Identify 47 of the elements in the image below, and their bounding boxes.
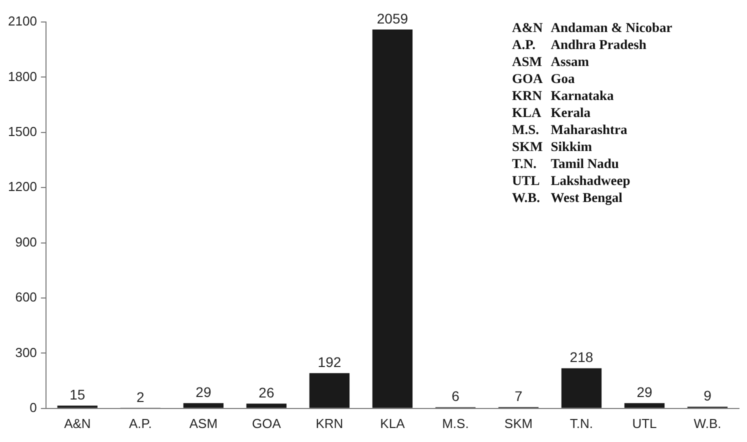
annotation: ASM Assam (512, 54, 590, 70)
x-tick-label: M.S. (442, 416, 469, 431)
data-label: 29 (636, 384, 652, 400)
x-tick-label: UTL (632, 416, 657, 431)
x-tick-label: A&N (64, 416, 91, 431)
y-tick-label: 0 (30, 400, 37, 415)
annotation: GOA Goa (512, 71, 576, 87)
y-tick-label: 1500 (8, 124, 37, 139)
bar (246, 404, 287, 408)
data-label: 2059 (376, 10, 408, 26)
data-label: 192 (318, 354, 342, 370)
annotation: A.P. Andhra Pradesh (512, 37, 648, 53)
data-label: 29 (196, 384, 212, 400)
bar (309, 373, 350, 408)
data-label: 7 (514, 388, 523, 404)
y-tick-label: 2100 (8, 14, 37, 29)
bar (183, 403, 224, 408)
y-tick-label: 1200 (8, 179, 37, 194)
x-tick-label: W.B. (694, 416, 722, 431)
bar (372, 30, 413, 408)
x-tick-label: SKM (504, 416, 533, 431)
x-tick-label: T.N. (570, 416, 594, 431)
data-label: 9 (704, 388, 712, 404)
bar (561, 368, 602, 408)
data-label: 6 (452, 388, 460, 404)
x-tick-label: A.P. (128, 416, 152, 431)
data-label: 15 (70, 386, 86, 402)
data-label: 26 (258, 384, 274, 400)
annotation: A&N Andaman & Nicobar (512, 20, 672, 36)
annotation: SKM Sikkim (512, 139, 594, 155)
annotation: KRN Karnataka (512, 88, 615, 104)
x-tick-label: KLA (380, 416, 406, 431)
annotation: UTL Lakshadweep (512, 173, 632, 189)
x-tick-label: KRN (316, 416, 344, 431)
data-label: 218 (570, 349, 594, 366)
y-tick-label: 600 (15, 290, 37, 305)
bar (624, 403, 665, 408)
y-tick-label: 1800 (8, 68, 37, 84)
annotation: M.S. Maharashtra (512, 122, 628, 138)
annotation: KLA Kerala (512, 105, 592, 121)
annotation: W.B. West Bengal (512, 190, 624, 206)
y-tick-label: 300 (15, 344, 37, 360)
annotation: T.N. Tamil Nadu (512, 156, 620, 172)
data-label: 2 (136, 388, 145, 405)
x-tick-label: ASM (189, 416, 218, 431)
x-tick-label: GOA (252, 416, 282, 431)
y-tick-label: 900 (15, 234, 37, 250)
